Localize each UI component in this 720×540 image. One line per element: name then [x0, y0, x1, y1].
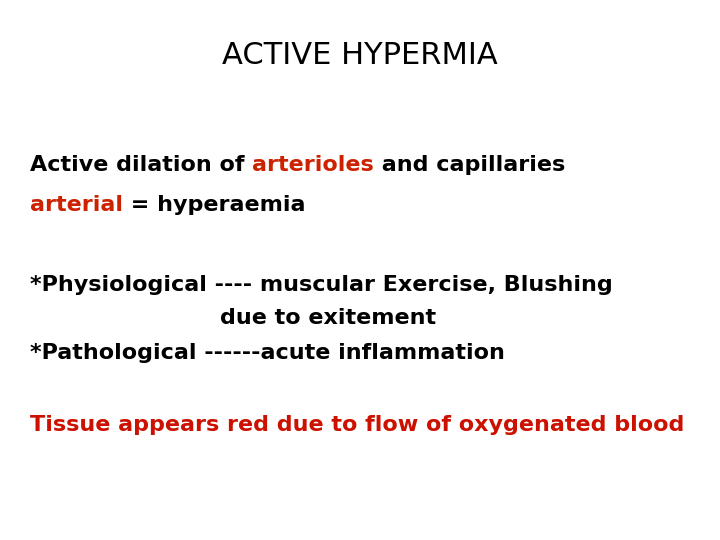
Text: and capillaries: and capillaries: [374, 155, 565, 175]
Text: arterioles: arterioles: [252, 155, 374, 175]
Text: due to exitement: due to exitement: [220, 308, 436, 328]
Text: *Pathological ------acute inflammation: *Pathological ------acute inflammation: [30, 343, 505, 363]
Text: Active dilation of: Active dilation of: [30, 155, 252, 175]
Text: Tissue appears red due to flow of oxygenated blood: Tissue appears red due to flow of oxygen…: [30, 415, 685, 435]
Text: arterial: arterial: [30, 195, 123, 215]
Text: = hyperaemia: = hyperaemia: [123, 195, 305, 215]
Text: *Physiological ---- muscular Exercise, Blushing: *Physiological ---- muscular Exercise, B…: [30, 275, 613, 295]
Text: ACTIVE HYPERMIA: ACTIVE HYPERMIA: [222, 40, 498, 70]
